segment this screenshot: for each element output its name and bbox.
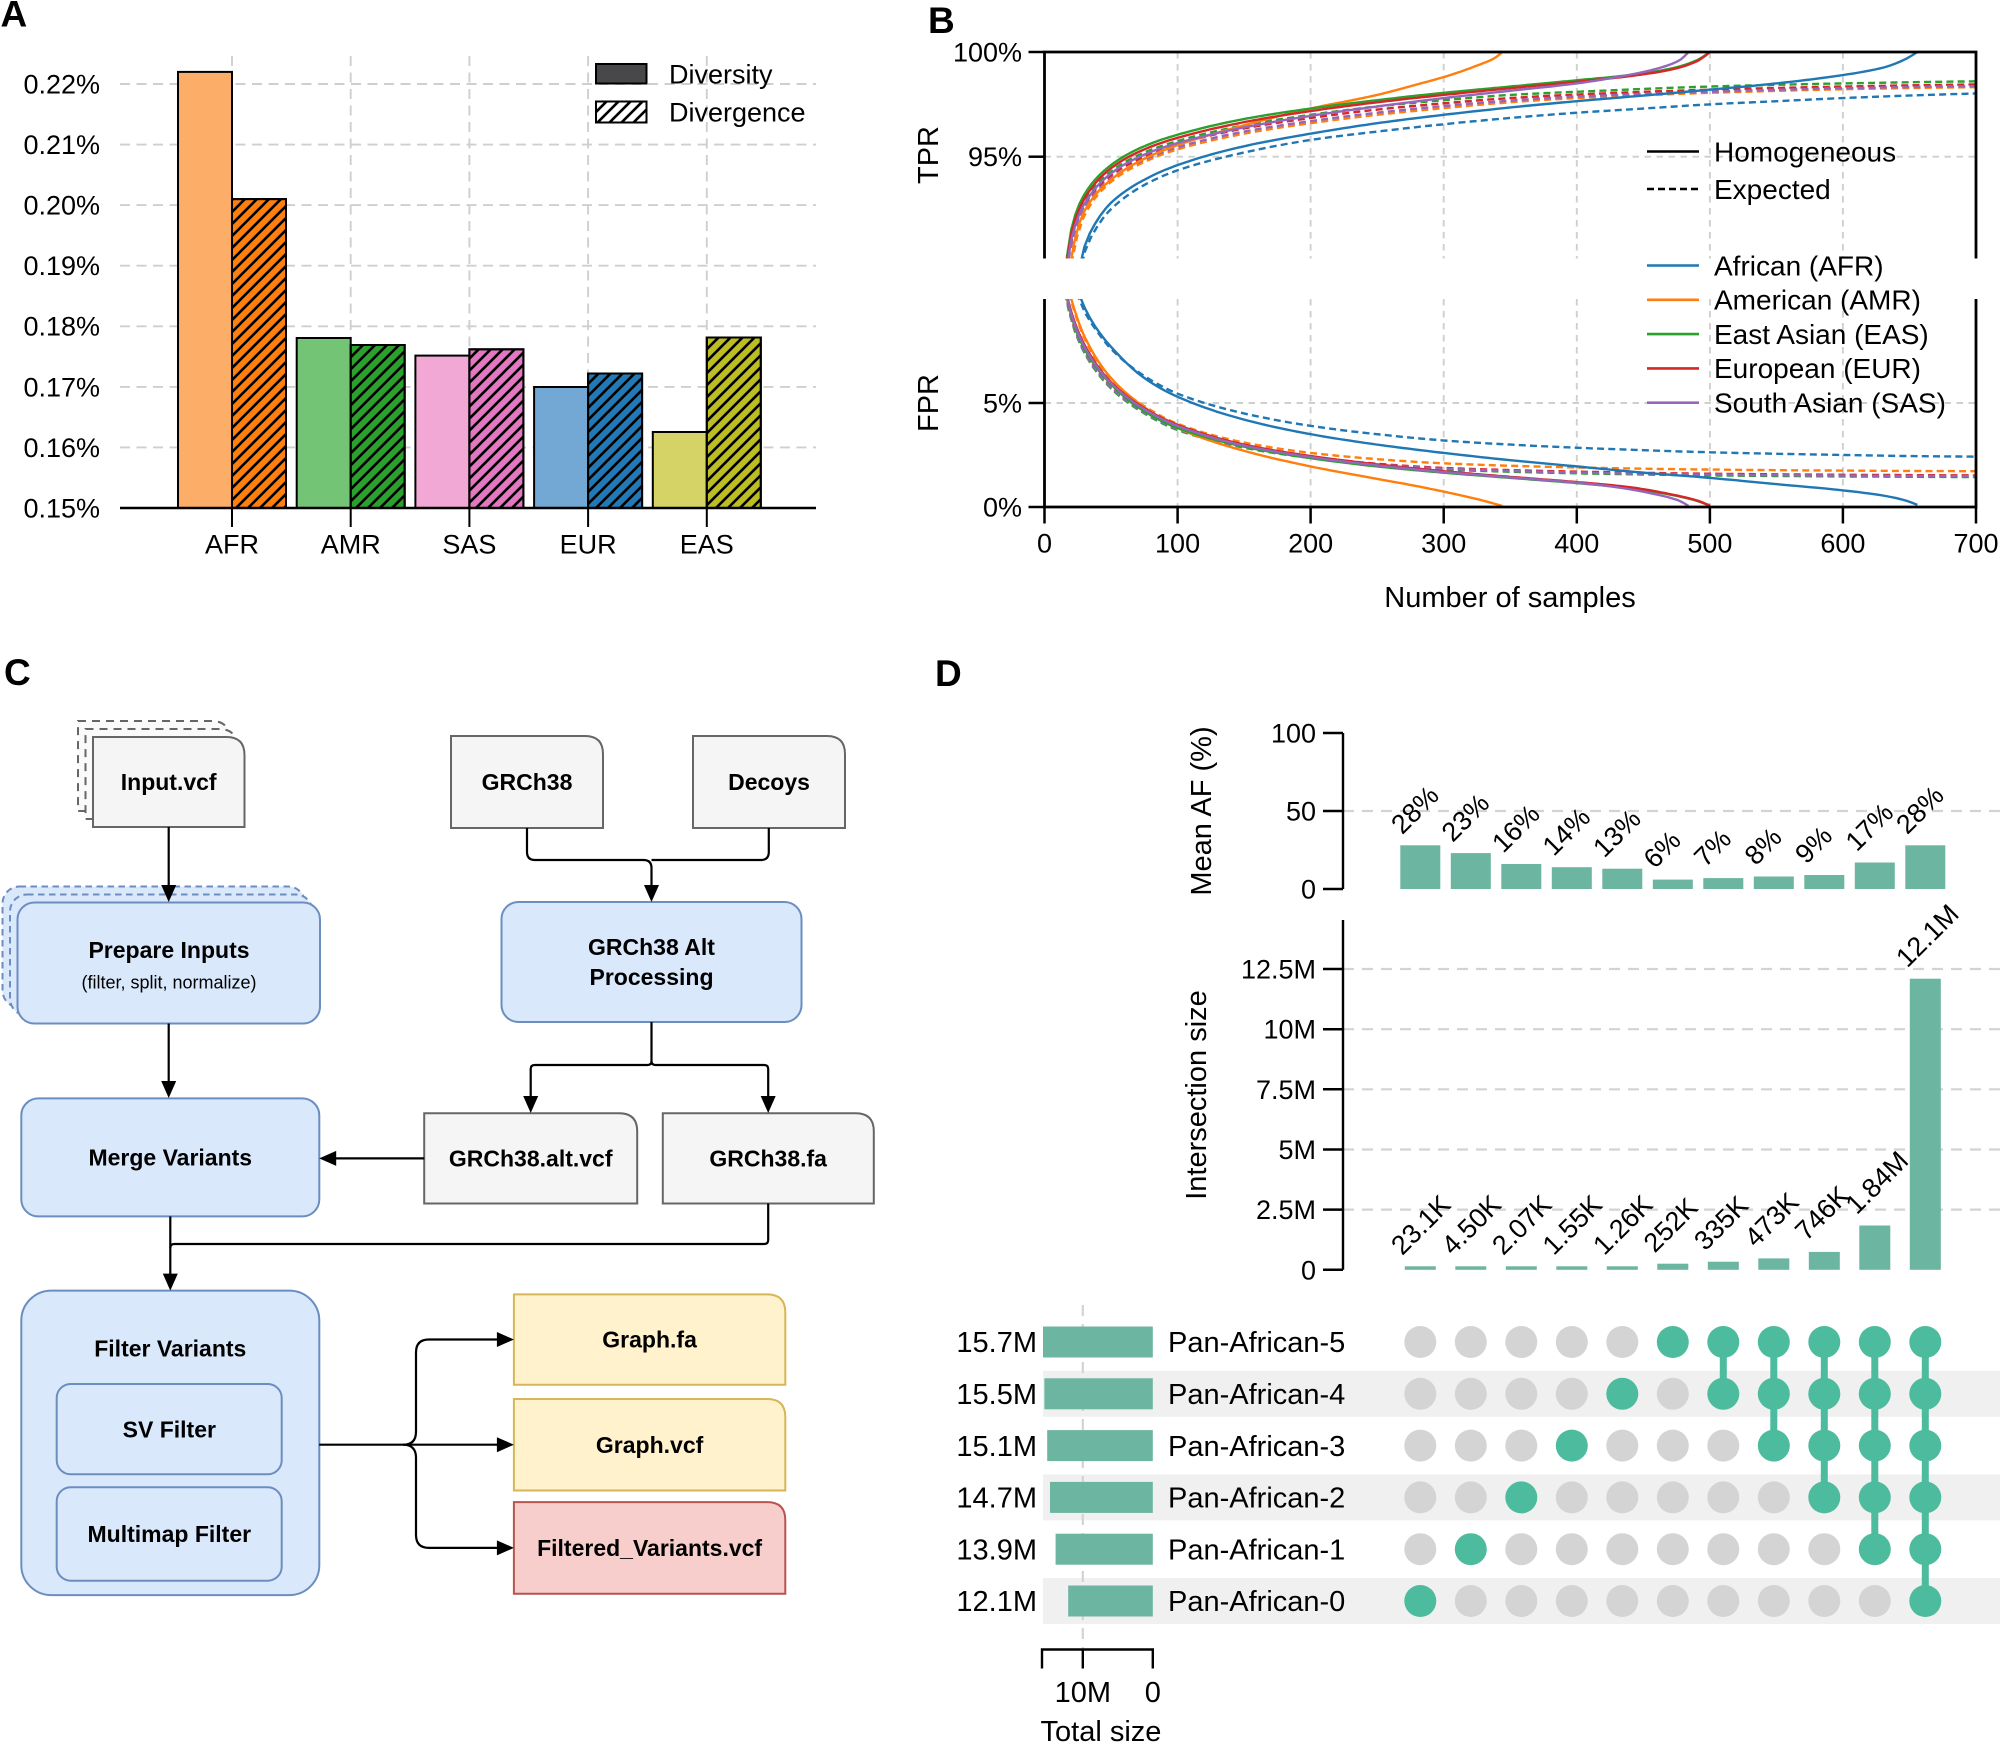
svg-text:700: 700 — [1953, 528, 1998, 558]
svg-text:14.7M: 14.7M — [956, 1483, 1037, 1515]
svg-text:EAS: EAS — [680, 529, 734, 559]
svg-text:0: 0 — [1301, 1255, 1316, 1285]
svg-text:5M: 5M — [1278, 1135, 1316, 1165]
svg-text:0.18%: 0.18% — [23, 312, 100, 342]
svg-text:European (EUR): European (EUR) — [1714, 353, 1921, 384]
svg-text:GRCh38.fa: GRCh38.fa — [709, 1145, 827, 1171]
svg-text:African (AFR): African (AFR) — [1714, 250, 1884, 281]
svg-text:Input.vcf: Input.vcf — [121, 769, 217, 795]
svg-text:13.9M: 13.9M — [956, 1534, 1037, 1566]
svg-text:C: C — [4, 652, 31, 693]
svg-text:Merge Variants: Merge Variants — [88, 1145, 252, 1171]
svg-text:AFR: AFR — [205, 529, 259, 559]
svg-text:Number of samples: Number of samples — [1384, 582, 1635, 614]
svg-text:Intersection size: Intersection size — [1181, 990, 1213, 1200]
svg-text:100: 100 — [1155, 528, 1200, 558]
svg-text:15.1M: 15.1M — [956, 1431, 1037, 1463]
svg-text:2.5M: 2.5M — [1256, 1195, 1316, 1225]
svg-text:SAS: SAS — [442, 529, 496, 559]
svg-text:Total size: Total size — [1041, 1716, 1162, 1744]
svg-text:5%: 5% — [983, 388, 1022, 418]
svg-text:Pan-African-0: Pan-African-0 — [1168, 1586, 1345, 1618]
svg-text:Decoys: Decoys — [728, 769, 810, 795]
svg-text:7.5M: 7.5M — [1256, 1075, 1316, 1105]
svg-text:200: 200 — [1288, 528, 1333, 558]
svg-text:Diversity: Diversity — [669, 59, 773, 89]
svg-text:15.5M: 15.5M — [956, 1379, 1037, 1411]
svg-text:10M: 10M — [1263, 1015, 1316, 1045]
svg-text:0.20%: 0.20% — [23, 191, 100, 221]
svg-text:Pan-African-1: Pan-African-1 — [1168, 1534, 1345, 1566]
svg-text:0.21%: 0.21% — [23, 130, 100, 160]
svg-text:10M: 10M — [1055, 1677, 1111, 1709]
svg-text:500: 500 — [1687, 528, 1732, 558]
svg-text:Homogeneous: Homogeneous — [1714, 136, 1896, 167]
svg-text:TPR: TPR — [913, 126, 945, 184]
svg-text:0.16%: 0.16% — [23, 433, 100, 463]
svg-text:Pan-African-5: Pan-African-5 — [1168, 1327, 1345, 1359]
svg-text:Pan-African-3: Pan-African-3 — [1168, 1431, 1345, 1463]
svg-text:Mean AF (%): Mean AF (%) — [1186, 726, 1218, 895]
svg-text:0.15%: 0.15% — [23, 493, 100, 523]
svg-text:0: 0 — [1037, 528, 1052, 558]
svg-text:0.17%: 0.17% — [23, 372, 100, 402]
svg-text:15.7M: 15.7M — [956, 1327, 1037, 1359]
svg-text:0: 0 — [1301, 874, 1316, 904]
svg-text:Filtered_Variants.vcf: Filtered_Variants.vcf — [537, 1535, 762, 1561]
svg-text:12.1M: 12.1M — [956, 1586, 1037, 1618]
svg-text:D: D — [935, 653, 962, 694]
svg-text:50: 50 — [1286, 796, 1316, 826]
svg-text:Graph.fa: Graph.fa — [602, 1327, 697, 1353]
svg-text:Pan-African-4: Pan-African-4 — [1168, 1379, 1345, 1411]
svg-text:SV Filter: SV Filter — [123, 1416, 216, 1442]
svg-text:AMR: AMR — [321, 529, 381, 559]
svg-text:400: 400 — [1554, 528, 1599, 558]
svg-text:GRCh38: GRCh38 — [482, 769, 573, 795]
svg-text:EUR: EUR — [560, 529, 617, 559]
svg-text:100%: 100% — [953, 37, 1022, 67]
svg-text:0.22%: 0.22% — [23, 69, 100, 99]
svg-text:South Asian (SAS): South Asian (SAS) — [1714, 388, 1946, 419]
svg-text:300: 300 — [1421, 528, 1466, 558]
svg-text:GRCh38 Alt: GRCh38 Alt — [588, 934, 715, 960]
svg-text:(filter, split, normalize): (filter, split, normalize) — [81, 972, 256, 992]
svg-text:100: 100 — [1271, 718, 1316, 748]
svg-text:B: B — [928, 0, 955, 41]
svg-text:Processing: Processing — [590, 964, 714, 990]
svg-text:GRCh38.alt.vcf: GRCh38.alt.vcf — [449, 1145, 613, 1171]
svg-text:Filter Variants: Filter Variants — [94, 1336, 246, 1362]
svg-text:Divergence: Divergence — [669, 97, 806, 127]
svg-text:FPR: FPR — [913, 374, 945, 432]
svg-text:600: 600 — [1820, 528, 1865, 558]
svg-text:A: A — [1, 0, 28, 34]
svg-text:0: 0 — [1145, 1677, 1161, 1709]
svg-text:Prepare Inputs: Prepare Inputs — [88, 937, 249, 963]
svg-text:Expected: Expected — [1714, 174, 1831, 205]
svg-text:East Asian (EAS): East Asian (EAS) — [1714, 319, 1929, 350]
svg-text:0.19%: 0.19% — [23, 251, 100, 281]
svg-text:Pan-African-2: Pan-African-2 — [1168, 1483, 1345, 1515]
svg-text:Multimap Filter: Multimap Filter — [88, 1521, 252, 1547]
svg-text:0%: 0% — [983, 492, 1022, 522]
svg-text:American (AMR): American (AMR) — [1714, 285, 1921, 316]
svg-text:12.5M: 12.5M — [1241, 955, 1316, 985]
svg-text:Graph.vcf: Graph.vcf — [596, 1432, 704, 1458]
svg-text:95%: 95% — [968, 142, 1022, 172]
